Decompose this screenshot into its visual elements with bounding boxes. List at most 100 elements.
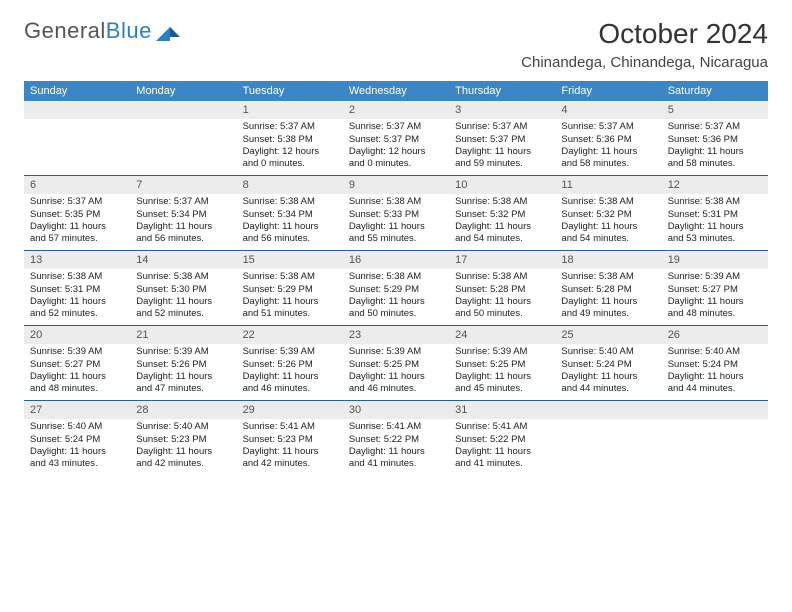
daylight-text-2: and 50 minutes.	[349, 308, 443, 320]
day-header-tue: Tuesday	[237, 81, 343, 101]
day-number: 27	[24, 401, 130, 419]
sunset-text: Sunset: 5:38 PM	[243, 134, 337, 146]
daylight-text-1: Daylight: 11 hours	[455, 146, 549, 158]
daylight-text-2: and 44 minutes.	[561, 383, 655, 395]
logo-text: GeneralBlue	[24, 18, 152, 44]
day-body	[130, 119, 236, 169]
day-cell: 17Sunrise: 5:38 AMSunset: 5:28 PMDayligh…	[449, 251, 555, 325]
day-body: Sunrise: 5:39 AMSunset: 5:27 PMDaylight:…	[24, 344, 130, 399]
day-body: Sunrise: 5:37 AMSunset: 5:37 PMDaylight:…	[343, 119, 449, 174]
day-cell: 16Sunrise: 5:38 AMSunset: 5:29 PMDayligh…	[343, 251, 449, 325]
day-body: Sunrise: 5:40 AMSunset: 5:23 PMDaylight:…	[130, 419, 236, 474]
day-number: 31	[449, 401, 555, 419]
daylight-text-1: Daylight: 11 hours	[668, 221, 762, 233]
daylight-text-2: and 42 minutes.	[136, 458, 230, 470]
day-body: Sunrise: 5:38 AMSunset: 5:31 PMDaylight:…	[662, 194, 768, 249]
sunset-text: Sunset: 5:25 PM	[455, 359, 549, 371]
sunrise-text: Sunrise: 5:37 AM	[561, 121, 655, 133]
sunrise-text: Sunrise: 5:37 AM	[349, 121, 443, 133]
sunset-text: Sunset: 5:23 PM	[136, 434, 230, 446]
sunrise-text: Sunrise: 5:39 AM	[668, 271, 762, 283]
day-number: 9	[343, 176, 449, 194]
day-body: Sunrise: 5:40 AMSunset: 5:24 PMDaylight:…	[662, 344, 768, 399]
daylight-text-1: Daylight: 11 hours	[668, 146, 762, 158]
daylight-text-2: and 49 minutes.	[561, 308, 655, 320]
sunset-text: Sunset: 5:24 PM	[30, 434, 124, 446]
day-cell: 28Sunrise: 5:40 AMSunset: 5:23 PMDayligh…	[130, 401, 236, 475]
day-number: 18	[555, 251, 661, 269]
day-header-mon: Monday	[130, 81, 236, 101]
daylight-text-1: Daylight: 11 hours	[243, 371, 337, 383]
sunset-text: Sunset: 5:31 PM	[30, 284, 124, 296]
day-number: 4	[555, 101, 661, 119]
sunset-text: Sunset: 5:32 PM	[561, 209, 655, 221]
day-cell: 11Sunrise: 5:38 AMSunset: 5:32 PMDayligh…	[555, 176, 661, 250]
day-cell: 29Sunrise: 5:41 AMSunset: 5:23 PMDayligh…	[237, 401, 343, 475]
day-cell	[24, 101, 130, 175]
day-number: 11	[555, 176, 661, 194]
weeks-container: 1Sunrise: 5:37 AMSunset: 5:38 PMDaylight…	[24, 101, 768, 475]
daylight-text-2: and 50 minutes.	[455, 308, 549, 320]
day-number: 14	[130, 251, 236, 269]
logo-mark-icon	[156, 21, 180, 41]
daylight-text-2: and 59 minutes.	[455, 158, 549, 170]
sunrise-text: Sunrise: 5:41 AM	[349, 421, 443, 433]
daylight-text-2: and 43 minutes.	[30, 458, 124, 470]
day-number: 19	[662, 251, 768, 269]
sunset-text: Sunset: 5:36 PM	[668, 134, 762, 146]
sunrise-text: Sunrise: 5:37 AM	[668, 121, 762, 133]
sunrise-text: Sunrise: 5:37 AM	[30, 196, 124, 208]
daylight-text-2: and 45 minutes.	[455, 383, 549, 395]
day-cell: 8Sunrise: 5:38 AMSunset: 5:34 PMDaylight…	[237, 176, 343, 250]
sunset-text: Sunset: 5:34 PM	[136, 209, 230, 221]
day-cell: 26Sunrise: 5:40 AMSunset: 5:24 PMDayligh…	[662, 326, 768, 400]
day-cell: 10Sunrise: 5:38 AMSunset: 5:32 PMDayligh…	[449, 176, 555, 250]
week-row: 13Sunrise: 5:38 AMSunset: 5:31 PMDayligh…	[24, 250, 768, 325]
daylight-text-2: and 46 minutes.	[349, 383, 443, 395]
day-number: 30	[343, 401, 449, 419]
daylight-text-1: Daylight: 11 hours	[668, 296, 762, 308]
daylight-text-2: and 41 minutes.	[455, 458, 549, 470]
sunrise-text: Sunrise: 5:39 AM	[136, 346, 230, 358]
sunset-text: Sunset: 5:35 PM	[30, 209, 124, 221]
day-cell: 19Sunrise: 5:39 AMSunset: 5:27 PMDayligh…	[662, 251, 768, 325]
day-body	[24, 119, 130, 169]
title-block: October 2024 Chinandega, Chinandega, Nic…	[521, 18, 768, 71]
daylight-text-2: and 55 minutes.	[349, 233, 443, 245]
daylight-text-2: and 57 minutes.	[30, 233, 124, 245]
daylight-text-2: and 51 minutes.	[243, 308, 337, 320]
sunset-text: Sunset: 5:22 PM	[349, 434, 443, 446]
day-cell: 14Sunrise: 5:38 AMSunset: 5:30 PMDayligh…	[130, 251, 236, 325]
logo: GeneralBlue	[24, 18, 180, 44]
day-body: Sunrise: 5:37 AMSunset: 5:35 PMDaylight:…	[24, 194, 130, 249]
day-body: Sunrise: 5:37 AMSunset: 5:38 PMDaylight:…	[237, 119, 343, 174]
day-body: Sunrise: 5:39 AMSunset: 5:26 PMDaylight:…	[237, 344, 343, 399]
sunrise-text: Sunrise: 5:38 AM	[136, 271, 230, 283]
day-number: 25	[555, 326, 661, 344]
day-body: Sunrise: 5:37 AMSunset: 5:36 PMDaylight:…	[555, 119, 661, 174]
sunset-text: Sunset: 5:23 PM	[243, 434, 337, 446]
day-cell	[130, 101, 236, 175]
sunset-text: Sunset: 5:34 PM	[243, 209, 337, 221]
sunset-text: Sunset: 5:33 PM	[349, 209, 443, 221]
daylight-text-2: and 48 minutes.	[668, 308, 762, 320]
sunset-text: Sunset: 5:25 PM	[349, 359, 443, 371]
day-cell: 25Sunrise: 5:40 AMSunset: 5:24 PMDayligh…	[555, 326, 661, 400]
month-title: October 2024	[521, 18, 768, 50]
sunset-text: Sunset: 5:26 PM	[243, 359, 337, 371]
sunset-text: Sunset: 5:30 PM	[136, 284, 230, 296]
day-header-thu: Thursday	[449, 81, 555, 101]
day-cell: 31Sunrise: 5:41 AMSunset: 5:22 PMDayligh…	[449, 401, 555, 475]
sunrise-text: Sunrise: 5:39 AM	[455, 346, 549, 358]
day-number: 3	[449, 101, 555, 119]
sunset-text: Sunset: 5:29 PM	[243, 284, 337, 296]
logo-text-1: General	[24, 18, 106, 43]
sunrise-text: Sunrise: 5:39 AM	[30, 346, 124, 358]
day-number: 8	[237, 176, 343, 194]
day-number: 12	[662, 176, 768, 194]
day-cell: 27Sunrise: 5:40 AMSunset: 5:24 PMDayligh…	[24, 401, 130, 475]
day-cell: 4Sunrise: 5:37 AMSunset: 5:36 PMDaylight…	[555, 101, 661, 175]
day-body	[555, 419, 661, 469]
daylight-text-1: Daylight: 11 hours	[243, 296, 337, 308]
day-number: 26	[662, 326, 768, 344]
